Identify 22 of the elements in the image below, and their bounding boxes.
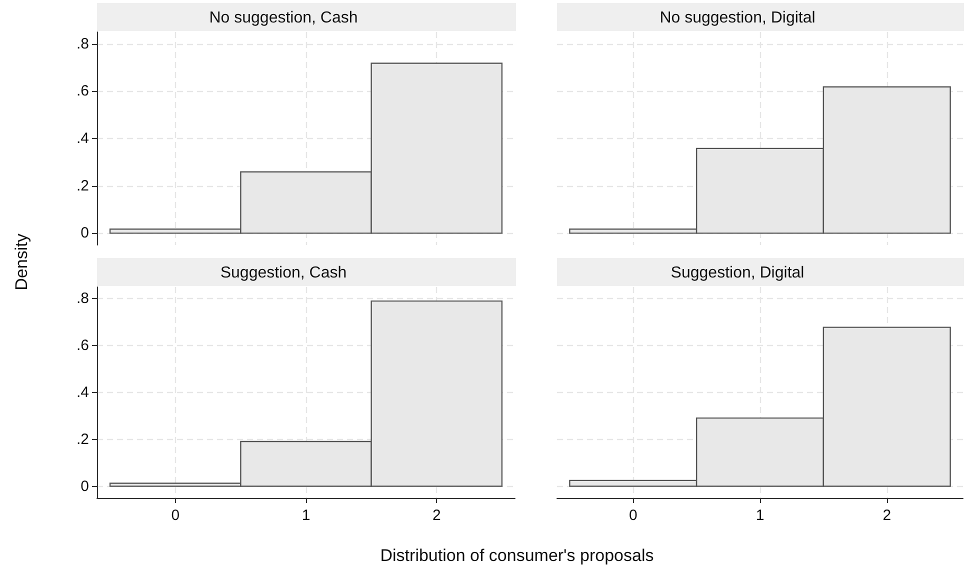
x-tick-label: 0 — [171, 507, 180, 524]
x-axis-title: Distribution of consumer's proposals — [380, 546, 654, 566]
y-axis-title: Density — [12, 234, 32, 290]
y-tick-label: .8 — [76, 35, 89, 52]
x-tick-label: 1 — [302, 507, 310, 524]
y-tick-label: .6 — [76, 82, 89, 100]
chart-title: No suggestion, Digital — [660, 10, 816, 26]
y-tick-label: .4 — [76, 130, 89, 147]
y-tick-label: 0 — [80, 224, 89, 242]
y-tick-label: .2 — [76, 177, 89, 194]
y-tick-label: .4 — [76, 384, 89, 401]
x-tick-label: 0 — [628, 507, 638, 524]
x-tick-label: 2 — [882, 507, 892, 524]
x-tick-label: 1 — [756, 507, 764, 524]
y-tick-label: .2 — [76, 430, 89, 448]
chart-title: No suggestion, Cash — [209, 10, 358, 26]
y-tick-label: .6 — [76, 337, 89, 354]
chart-title: Suggestion, Cash — [220, 264, 347, 282]
y-tick-label: .8 — [76, 290, 89, 308]
y-tick-label: 0 — [80, 478, 89, 495]
x-tick-label: 2 — [432, 507, 441, 524]
chart-title: Suggestion, Digital — [670, 264, 804, 282]
